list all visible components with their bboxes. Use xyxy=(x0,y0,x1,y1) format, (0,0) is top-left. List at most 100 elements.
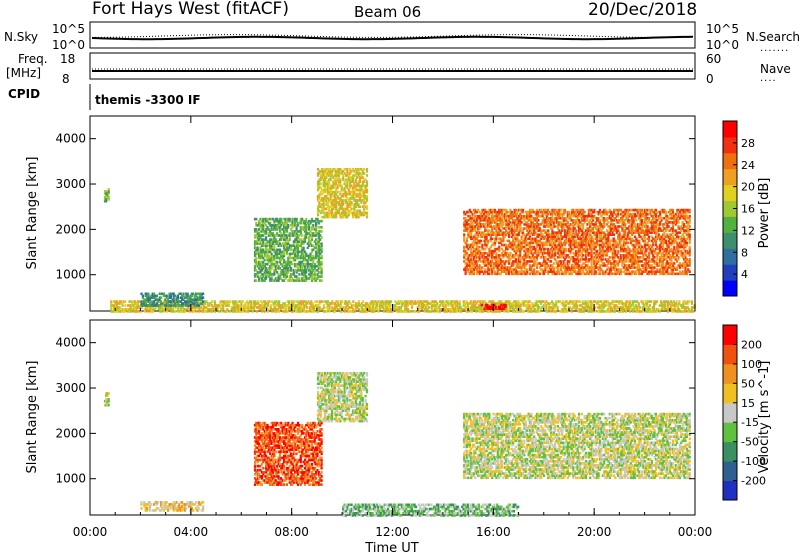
data-cell xyxy=(296,304,299,307)
data-cell xyxy=(136,302,139,305)
data-cell xyxy=(515,310,519,313)
data-cell xyxy=(385,308,388,311)
data-cell xyxy=(511,306,514,309)
data-cell xyxy=(202,310,205,313)
data-cell xyxy=(265,302,268,305)
data-cell xyxy=(115,308,118,311)
data-cell xyxy=(198,310,201,313)
nsky-label: N.Sky xyxy=(4,30,39,44)
data-cell xyxy=(245,310,249,313)
data-cell xyxy=(320,300,323,303)
data-cell xyxy=(413,310,416,313)
data-cell xyxy=(522,310,526,313)
data-cell xyxy=(497,310,500,313)
data-cell xyxy=(331,302,334,305)
data-cell xyxy=(388,300,391,303)
data-cell xyxy=(534,310,537,313)
data-cell xyxy=(450,310,453,313)
data-cell xyxy=(508,306,512,309)
data-cell xyxy=(216,308,219,311)
data-cell xyxy=(120,300,123,303)
data-cell xyxy=(252,304,256,307)
data-cell xyxy=(336,308,339,311)
data-cell xyxy=(517,306,520,309)
data-cell xyxy=(136,310,139,313)
nsearch-series xyxy=(91,34,694,38)
data-cell xyxy=(286,304,289,307)
data-cell xyxy=(511,310,514,313)
data-cell xyxy=(132,300,135,303)
data-cell xyxy=(478,310,481,313)
data-cell xyxy=(360,308,363,311)
data-cell xyxy=(465,310,468,313)
data-cell xyxy=(208,304,211,307)
data-cell xyxy=(388,310,391,313)
data-cell xyxy=(411,300,414,303)
data-cell xyxy=(159,308,162,311)
data-cell xyxy=(371,304,374,307)
data-cell xyxy=(150,310,153,313)
nsearch-tick-high: 10^5 xyxy=(706,22,739,36)
data-cell xyxy=(465,306,468,309)
data-cell xyxy=(279,304,282,307)
data-cell xyxy=(405,310,408,313)
data-cell xyxy=(227,300,230,303)
data-cell xyxy=(437,310,440,313)
data-cell xyxy=(381,302,384,305)
data-cell xyxy=(117,308,120,311)
data-cell xyxy=(380,306,383,309)
data-cell xyxy=(521,302,524,305)
data-cell xyxy=(300,308,303,311)
data-cell xyxy=(194,308,197,311)
data-cell xyxy=(380,302,383,305)
data-cell xyxy=(549,302,552,305)
data-cell xyxy=(306,302,309,305)
data-cell xyxy=(430,300,433,303)
data-cell xyxy=(355,308,358,311)
data-cell xyxy=(359,310,362,313)
data-cell xyxy=(294,306,298,309)
data-cell xyxy=(478,300,481,303)
data-cell xyxy=(294,304,298,307)
data-cell xyxy=(385,302,388,305)
data-cell xyxy=(479,300,482,303)
data-cell xyxy=(521,310,524,313)
data-cell xyxy=(334,306,337,309)
data-cell xyxy=(387,308,390,311)
data-cell xyxy=(441,304,444,307)
data-cell xyxy=(531,310,534,313)
data-cell xyxy=(256,246,259,250)
data-cell xyxy=(257,302,260,305)
data-cell xyxy=(165,294,168,298)
data-cell xyxy=(236,306,239,309)
data-cell xyxy=(430,306,433,309)
data-cell xyxy=(465,302,468,305)
data-cell xyxy=(320,308,323,311)
data-cell xyxy=(506,306,509,309)
data-cell xyxy=(469,306,472,309)
data-cell xyxy=(446,308,449,311)
data-cell xyxy=(283,302,286,305)
data-cell xyxy=(538,300,541,303)
data-cell xyxy=(157,306,160,309)
data-cell xyxy=(352,310,355,313)
data-cell xyxy=(332,310,335,313)
data-cell xyxy=(447,308,450,311)
data-cell xyxy=(180,310,183,313)
data-cell xyxy=(252,302,256,305)
data-cell xyxy=(202,300,205,303)
data-cell xyxy=(479,302,482,305)
data-cell xyxy=(362,308,365,311)
nsky-panel xyxy=(89,21,696,49)
data-cell xyxy=(125,308,128,311)
data-cell xyxy=(364,302,367,305)
data-cell xyxy=(419,306,422,309)
data-cell xyxy=(360,302,363,305)
data-cell xyxy=(146,310,149,313)
data-cell xyxy=(118,308,121,311)
data-cell xyxy=(506,300,509,303)
data-cell xyxy=(399,310,402,313)
data-cell xyxy=(499,300,502,303)
data-cell xyxy=(440,300,443,303)
